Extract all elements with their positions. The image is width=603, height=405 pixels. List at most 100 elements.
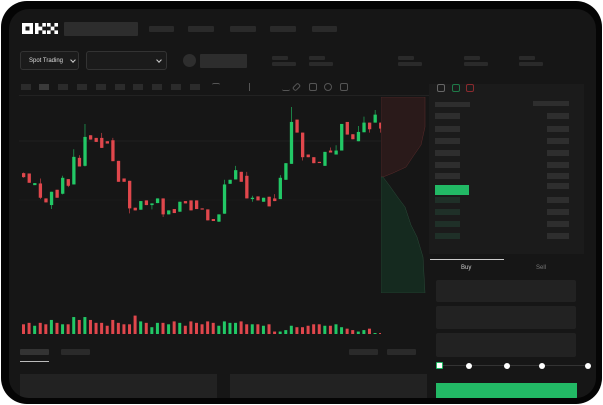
slider-stop[interactable] [466,363,472,369]
slider-stop[interactable] [539,363,545,369]
amount-input[interactable] [436,306,576,329]
total-input[interactable] [436,333,576,357]
candle [22,173,26,178]
candle [83,136,87,166]
volume-bar [167,324,171,334]
volume-bar [83,317,87,334]
orderbook-asks-icon[interactable] [466,84,474,92]
nav-item[interactable] [270,26,296,32]
volume-bar [49,319,53,334]
volume-bar [340,327,344,334]
market-select[interactable]: Spot Trading [20,51,79,70]
amount-slider-track[interactable] [441,365,589,366]
timeframe-button[interactable] [58,84,68,90]
candle [351,134,355,140]
asks-depth-area [381,97,426,178]
tab-order-history[interactable] [61,349,90,355]
orderbook-price[interactable] [435,126,460,132]
orderbook-price[interactable] [435,150,460,156]
orderbook-price[interactable] [435,233,460,239]
candle [373,114,377,123]
candle [206,209,210,221]
candle [111,140,115,162]
volume-bar [178,322,182,334]
orderbook-bids-icon[interactable] [452,84,460,92]
orderbook-both-icon[interactable] [437,84,445,92]
volume-bar [334,324,338,334]
nav-item[interactable] [230,26,256,32]
orderbook-price[interactable] [435,197,460,203]
volume-bar [228,322,232,334]
line-tool-icon[interactable] [282,83,290,91]
volume-bar [122,324,126,334]
volume-bar [261,325,265,334]
drawing-icon[interactable] [249,83,257,91]
volume-bar [284,330,288,334]
nav-item[interactable] [312,26,337,32]
divider [19,95,429,96]
filter-button[interactable] [349,349,378,355]
timeframe-button[interactable] [133,84,143,90]
pair-select[interactable] [86,51,167,70]
orderbook-amount [547,138,569,144]
volume-bar [44,324,48,334]
price-input[interactable] [436,280,576,302]
timeframe-button[interactable] [152,84,162,90]
positions-panel [20,374,217,398]
timeframe-button[interactable] [21,84,31,90]
coin-icon [183,54,196,67]
slider-stop[interactable] [585,363,591,369]
timeframe-button[interactable] [77,84,87,90]
volume-bar [312,324,316,334]
orderbook-price[interactable] [435,113,460,119]
settings-icon[interactable] [324,83,332,91]
timeframe-button[interactable] [96,84,106,90]
tab-open-orders[interactable] [20,349,49,355]
tab-sell[interactable]: Sell [536,265,547,271]
camera-icon[interactable] [309,83,317,91]
tab-buy[interactable]: Buy [461,265,472,271]
candle [334,150,338,155]
ruler-icon[interactable] [291,82,302,92]
nav-item[interactable] [149,26,174,32]
volume-bar [306,325,310,334]
candle [306,154,310,158]
stat-value [309,62,333,66]
orderbook-amount [547,162,569,168]
timeframe-button[interactable] [190,84,200,90]
volume-bar [278,331,282,334]
fullscreen-icon[interactable] [340,83,348,91]
orderbook-price[interactable] [435,138,460,144]
bids-depth-area [381,176,426,293]
candle [289,121,294,164]
candle [133,207,137,211]
volume-bar [239,321,243,334]
volume-bar [116,322,120,334]
candle [367,122,372,130]
orderbook-price[interactable] [435,221,460,227]
stat-value [519,62,543,66]
filter-button[interactable] [387,349,416,355]
buy-submit-button[interactable] [436,383,577,398]
slider-stop[interactable] [504,363,510,369]
indicator-icon[interactable] [212,83,220,91]
slider-handle[interactable] [436,362,443,369]
orderbook-price[interactable] [435,173,460,179]
orderbook-price[interactable] [435,162,460,168]
timeframe-button[interactable] [39,84,49,90]
volume-bar [379,333,381,334]
stat-value [398,62,422,66]
stat-label [272,56,288,60]
timeframe-button[interactable] [171,84,181,90]
nav-item[interactable] [188,26,214,32]
timeframe-button[interactable] [115,84,125,90]
candle [94,137,98,142]
header-search[interactable] [64,22,138,36]
candle [172,209,176,214]
tab-active-underline [20,361,49,362]
candlestick-chart[interactable] [9,97,381,337]
orderbook-price[interactable] [435,209,460,215]
orderbook-header-amount [533,101,569,106]
candle [267,196,271,207]
volume-bar [345,328,349,334]
